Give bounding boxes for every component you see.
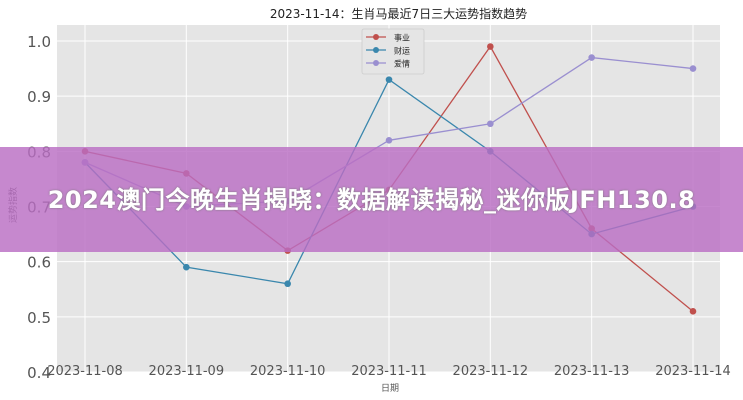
chart-title: 2023-11-14：生肖马最近7日三大运势指数趋势 [270, 6, 527, 21]
legend-label: 爱情 [394, 59, 410, 69]
legend-marker [373, 34, 379, 40]
data-point [385, 76, 393, 83]
data-point [284, 280, 291, 288]
y-tick-label: 0.5 [27, 309, 51, 327]
data-point [689, 308, 697, 315]
x-tick-label: 2023-11-11 [351, 364, 427, 379]
x-tick-label: 2023-11-08 [47, 364, 123, 379]
x-axis-label: 日期 [381, 383, 399, 394]
legend-label: 事业 [394, 33, 410, 43]
data-point [385, 137, 393, 144]
data-point [183, 263, 190, 271]
data-point [689, 65, 697, 72]
x-tick-label: 2023-11-09 [149, 364, 225, 379]
x-tick-label: 2023-11-13 [554, 364, 630, 379]
y-tick-label: 0.6 [27, 254, 51, 272]
y-tick-label: 0.4 [27, 364, 51, 382]
banner-text: 2024澳门今晚生肖揭晓：数据解读揭秘_迷你版JFH130.8 [47, 185, 696, 214]
legend-label: 财运 [394, 46, 410, 56]
x-tick-label: 2023-11-12 [453, 364, 529, 379]
data-point [487, 43, 494, 50]
data-point [487, 120, 494, 128]
x-tick-label: 2023-11-14 [655, 364, 731, 379]
x-tick-label: 2023-11-10 [250, 364, 326, 379]
legend-box [361, 28, 425, 75]
data-point [588, 54, 595, 61]
y-tick-label: 1.0 [27, 33, 51, 51]
y-tick-label: 0.9 [27, 88, 51, 106]
legend-marker [373, 60, 379, 66]
legend-marker [373, 47, 379, 53]
overlay-banner: 2024澳门今晚生肖揭晓：数据解读揭秘_迷你版JFH130.8 [0, 147, 743, 252]
